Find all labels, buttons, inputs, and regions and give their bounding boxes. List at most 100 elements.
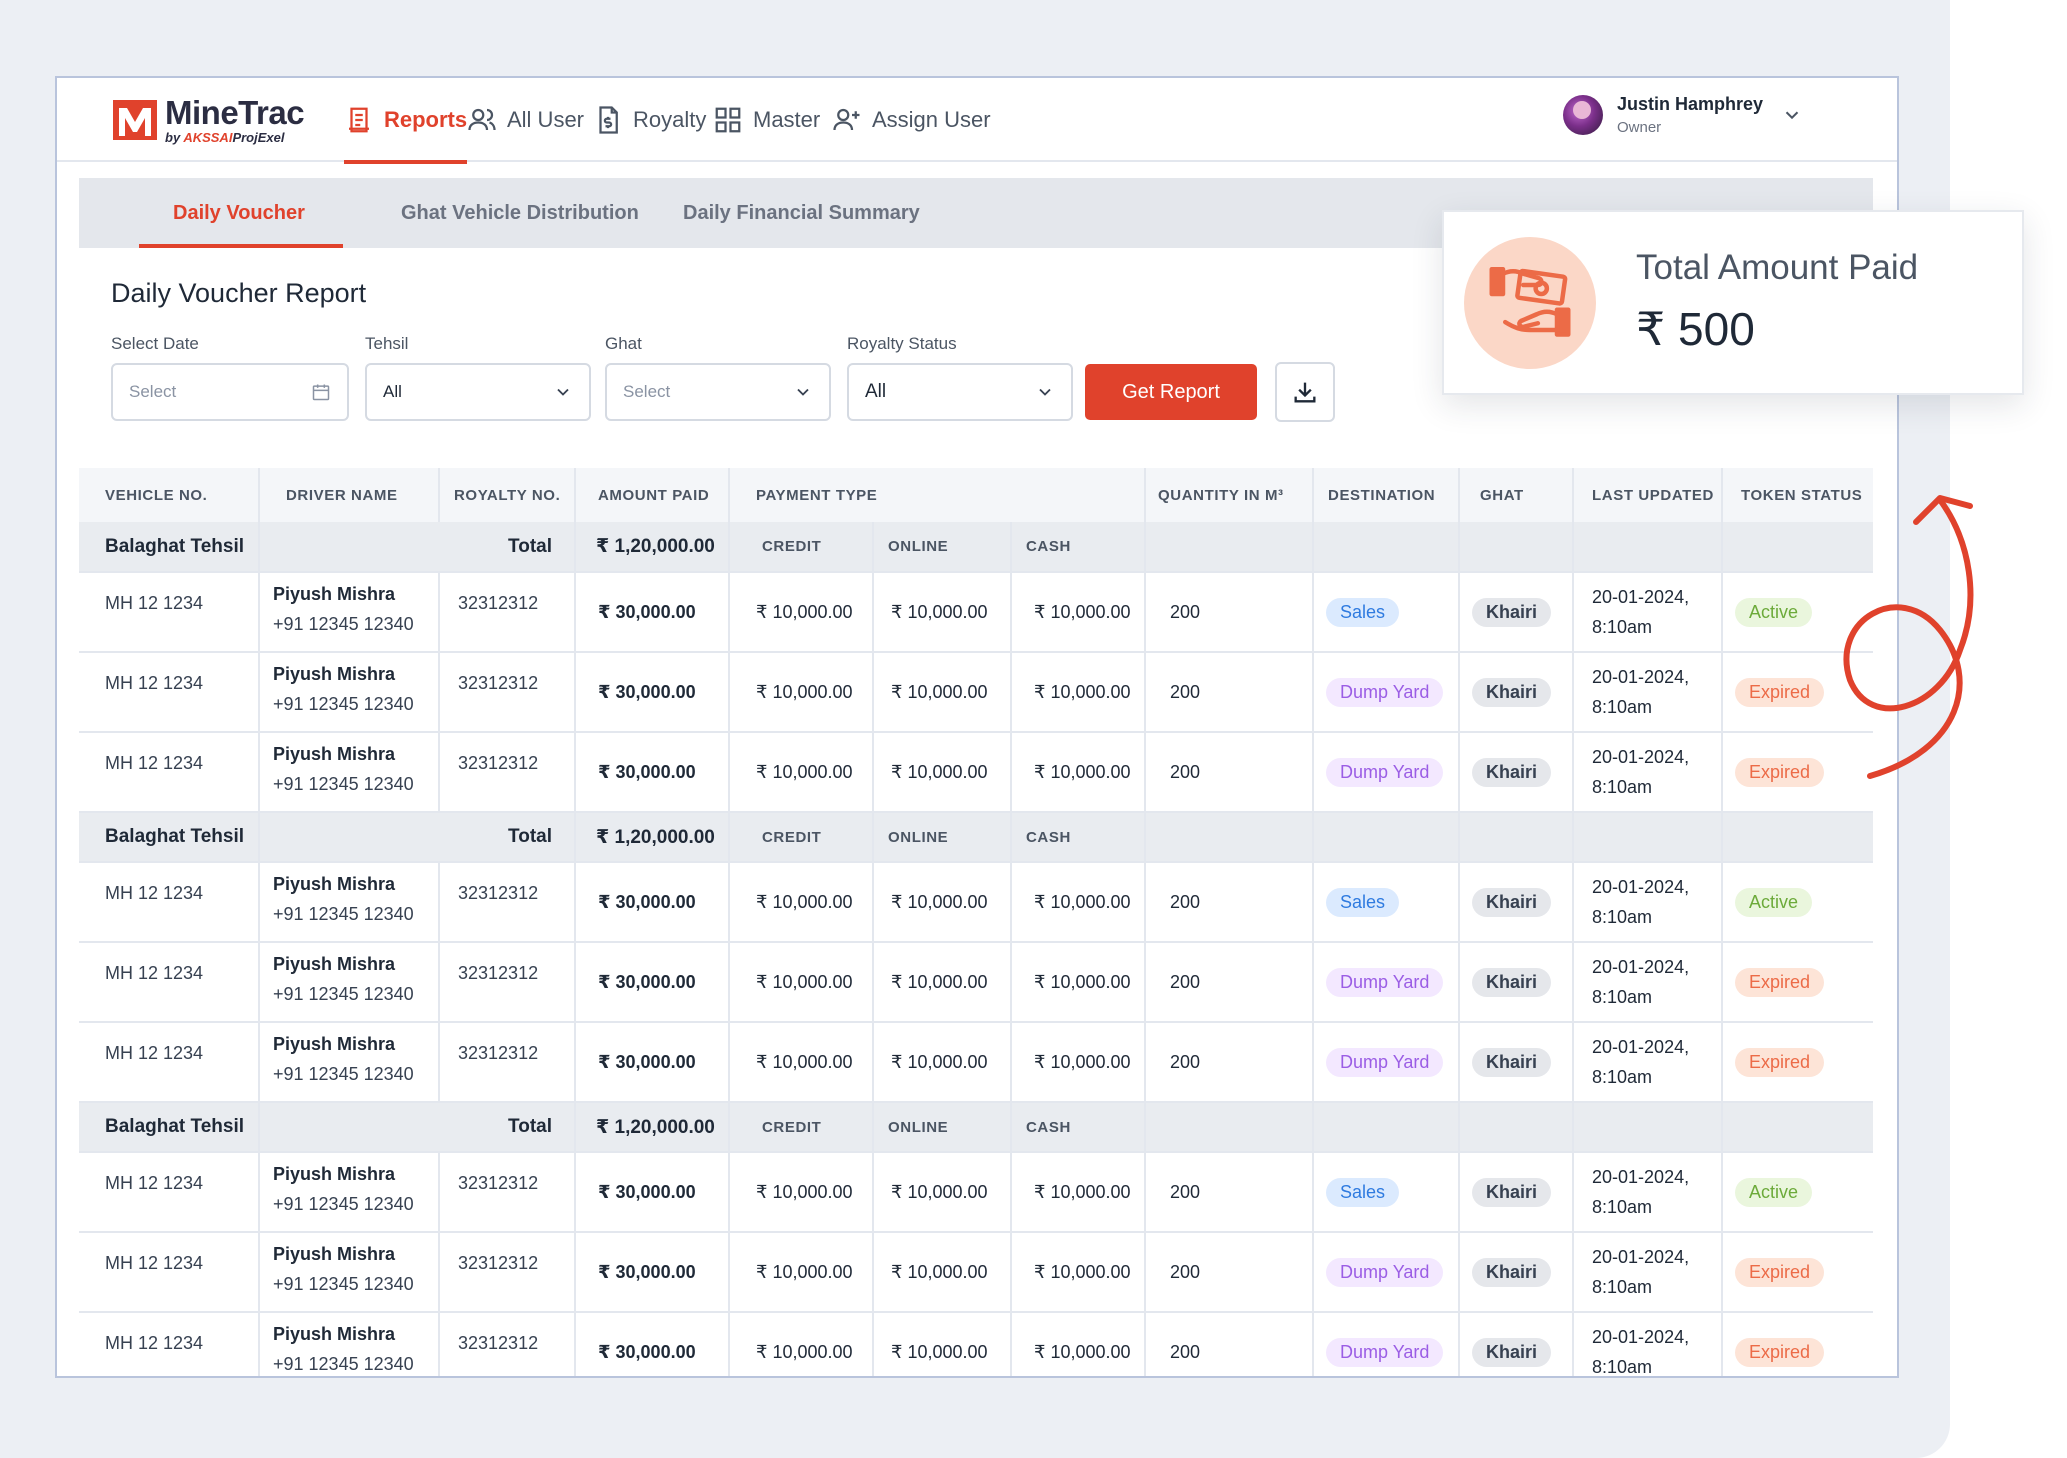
tab-daily-financial-summary[interactable]: Daily Financial Summary bbox=[683, 201, 920, 224]
ghat-cell: Khairi bbox=[1459, 652, 1575, 733]
minetrac-logo-icon bbox=[113, 98, 157, 142]
royalty-status-label: Royalty Status bbox=[847, 334, 957, 353]
tehsil-select[interactable]: All bbox=[365, 363, 591, 421]
date-picker[interactable]: Select bbox=[111, 363, 349, 421]
nav-assign-user[interactable]: Assign User bbox=[832, 78, 991, 162]
brand-subtitle: by AKSSAIProjExel bbox=[165, 130, 285, 145]
updated-time: 8:10am bbox=[1592, 1277, 1653, 1297]
col-last-updated[interactable]: LAST UPDATED bbox=[1573, 468, 1724, 522]
voucher-table: VEHICLE NO. DRIVER NAME ROYALTY NO. AMOU… bbox=[79, 468, 1874, 1376]
table-row[interactable]: MH 12 1234 Piyush Mishra +91 12345 12340 32… bbox=[79, 1232, 1874, 1313]
driver-phone: +91 12345 12340 bbox=[273, 1194, 414, 1214]
amount-paid: ₹ 30,000.00 bbox=[575, 942, 730, 1023]
updated-date: 20-01-2024, bbox=[1592, 667, 1690, 687]
royalty-no: 32312312 bbox=[439, 732, 576, 813]
vehicle-no: MH 12 1234 bbox=[79, 1022, 260, 1103]
tab-ghat-vehicle-distribution[interactable]: Ghat Vehicle Distribution bbox=[401, 201, 639, 224]
payment-cash: ₹ 10,000.00 bbox=[1011, 1152, 1147, 1233]
table-row[interactable]: MH 12 1234 Piyush Mishra +91 12345 12340 32… bbox=[79, 1312, 1874, 1376]
table-row[interactable]: MH 12 1234 Piyush Mishra +91 12345 12340 32… bbox=[79, 942, 1874, 1023]
status-badge: Expired bbox=[1735, 967, 1825, 997]
sub-online: ONLINE bbox=[873, 1102, 1012, 1153]
col-ghat[interactable]: GHAT bbox=[1459, 468, 1575, 522]
table-row[interactable]: MH 12 1234 Piyush Mishra +91 12345 12340 32… bbox=[79, 572, 1874, 653]
col-driver-name[interactable]: DRIVER NAME bbox=[259, 468, 440, 522]
user-menu[interactable]: Justin Hamphrey Owner bbox=[1563, 94, 1803, 136]
table-row[interactable]: MH 12 1234 Piyush Mishra +91 12345 12340 32… bbox=[79, 1152, 1874, 1233]
driver-phone: +91 12345 12340 bbox=[273, 1354, 414, 1374]
destination-cell: Dump Yard bbox=[1313, 1232, 1461, 1313]
summary-card-label: Total Amount Paid bbox=[1636, 248, 1919, 287]
group-row: Balaghat Tehsil Total ₹ 1,20,000.00 CREDIT O… bbox=[79, 812, 1874, 863]
col-payment-type[interactable]: PAYMENT TYPE bbox=[729, 468, 1147, 522]
get-report-button[interactable]: Get Report bbox=[1085, 364, 1257, 420]
table-row[interactable]: MH 12 1234 Piyush Mishra +91 12345 12340 32… bbox=[79, 652, 1874, 733]
ghat-badge: Khairi bbox=[1472, 1257, 1552, 1287]
last-updated: 20-01-2024, 8:10am bbox=[1573, 942, 1724, 1023]
nav-assign-user-label: Assign User bbox=[872, 107, 991, 132]
payment-online: ₹ 10,000.00 bbox=[873, 1022, 1012, 1103]
driver-cell: Piyush Mishra +91 12345 12340 bbox=[259, 732, 440, 813]
payment-credit: ₹ 10,000.00 bbox=[729, 862, 874, 943]
ghat-badge: Khairi bbox=[1472, 757, 1552, 787]
driver-name: Piyush Mishra bbox=[273, 744, 396, 764]
calendar-icon bbox=[312, 384, 330, 401]
payment-online: ₹ 10,000.00 bbox=[873, 1152, 1012, 1233]
brand-logo[interactable]: MineTrac by AKSSAIProjExel bbox=[113, 94, 305, 146]
table-row[interactable]: MH 12 1234 Piyush Mishra +91 12345 12340 32… bbox=[79, 1022, 1874, 1103]
royalty-no: 32312312 bbox=[439, 942, 576, 1023]
driver-cell: Piyush Mishra +91 12345 12340 bbox=[259, 942, 440, 1023]
destination-cell: Sales bbox=[1313, 862, 1461, 943]
table-header: VEHICLE NO. DRIVER NAME ROYALTY NO. AMOU… bbox=[79, 468, 1874, 522]
destination-cell: Dump Yard bbox=[1313, 652, 1461, 733]
destination-cell: Dump Yard bbox=[1313, 732, 1461, 813]
col-token-status[interactable]: TOKEN STATUS bbox=[1722, 468, 1874, 522]
destination-badge: Dump Yard bbox=[1326, 1337, 1444, 1367]
status-badge: Expired bbox=[1735, 1047, 1825, 1077]
col-vehicle-no[interactable]: VEHICLE NO. bbox=[79, 468, 260, 522]
col-destination[interactable]: DESTINATION bbox=[1313, 468, 1461, 522]
royalty-no: 32312312 bbox=[439, 1152, 576, 1233]
sub-cash: CASH bbox=[1011, 812, 1147, 863]
last-updated: 20-01-2024, 8:10am bbox=[1573, 572, 1724, 653]
payment-credit: ₹ 10,000.00 bbox=[729, 732, 874, 813]
col-quantity[interactable]: QUANTITY IN M³ bbox=[1145, 468, 1315, 522]
royalty-status-select[interactable]: All bbox=[847, 363, 1073, 421]
driver-name: Piyush Mishra bbox=[273, 1244, 396, 1264]
quantity: 200 bbox=[1145, 862, 1315, 943]
sub-cash: CASH bbox=[1011, 1102, 1147, 1153]
ghat-cell: Khairi bbox=[1459, 942, 1575, 1023]
ghat-cell: Khairi bbox=[1459, 732, 1575, 813]
table-row[interactable]: MH 12 1234 Piyush Mishra +91 12345 12340 32… bbox=[79, 732, 1874, 813]
nav-all-user[interactable]: All User bbox=[467, 78, 584, 162]
file-dollar-icon bbox=[599, 106, 618, 134]
nav-reports[interactable]: Reports bbox=[344, 78, 468, 164]
nav-royalty[interactable]: Royalty bbox=[593, 78, 706, 162]
payment-online: ₹ 10,000.00 bbox=[873, 1312, 1012, 1376]
destination-badge: Dump Yard bbox=[1326, 967, 1444, 997]
sub-credit: CREDIT bbox=[729, 1102, 874, 1153]
last-updated: 20-01-2024, 8:10am bbox=[1573, 1022, 1724, 1103]
destination-badge: Dump Yard bbox=[1326, 757, 1444, 787]
col-amount-paid[interactable]: AMOUNT PAID bbox=[575, 468, 730, 522]
updated-time: 8:10am bbox=[1592, 777, 1653, 797]
col-royalty-no[interactable]: ROYALTY NO. bbox=[439, 468, 576, 522]
payment-credit: ₹ 10,000.00 bbox=[729, 572, 874, 653]
driver-cell: Piyush Mishra +91 12345 12340 bbox=[259, 1152, 440, 1233]
tab-daily-voucher[interactable]: Daily Voucher bbox=[139, 178, 343, 248]
driver-cell: Piyush Mishra +91 12345 12340 bbox=[259, 1232, 440, 1313]
payment-credit: ₹ 10,000.00 bbox=[729, 1022, 874, 1103]
vehicle-no: MH 12 1234 bbox=[79, 652, 260, 733]
nav-reports-label: Reports bbox=[384, 107, 468, 132]
payment-cash: ₹ 10,000.00 bbox=[1011, 732, 1147, 813]
table-row[interactable]: MH 12 1234 Piyush Mishra +91 12345 12340 32… bbox=[79, 862, 1874, 943]
quantity: 200 bbox=[1145, 1312, 1315, 1376]
payment-cash: ₹ 10,000.00 bbox=[1011, 862, 1147, 943]
download-button[interactable] bbox=[1275, 362, 1335, 422]
ghat-badge: Khairi bbox=[1472, 1337, 1552, 1367]
ghat-select[interactable]: Select bbox=[605, 363, 831, 421]
user-role: Owner bbox=[1617, 119, 1662, 136]
ghat-label: Ghat bbox=[605, 334, 642, 353]
nav-master[interactable]: Master bbox=[713, 78, 820, 162]
vehicle-no: MH 12 1234 bbox=[79, 942, 260, 1023]
